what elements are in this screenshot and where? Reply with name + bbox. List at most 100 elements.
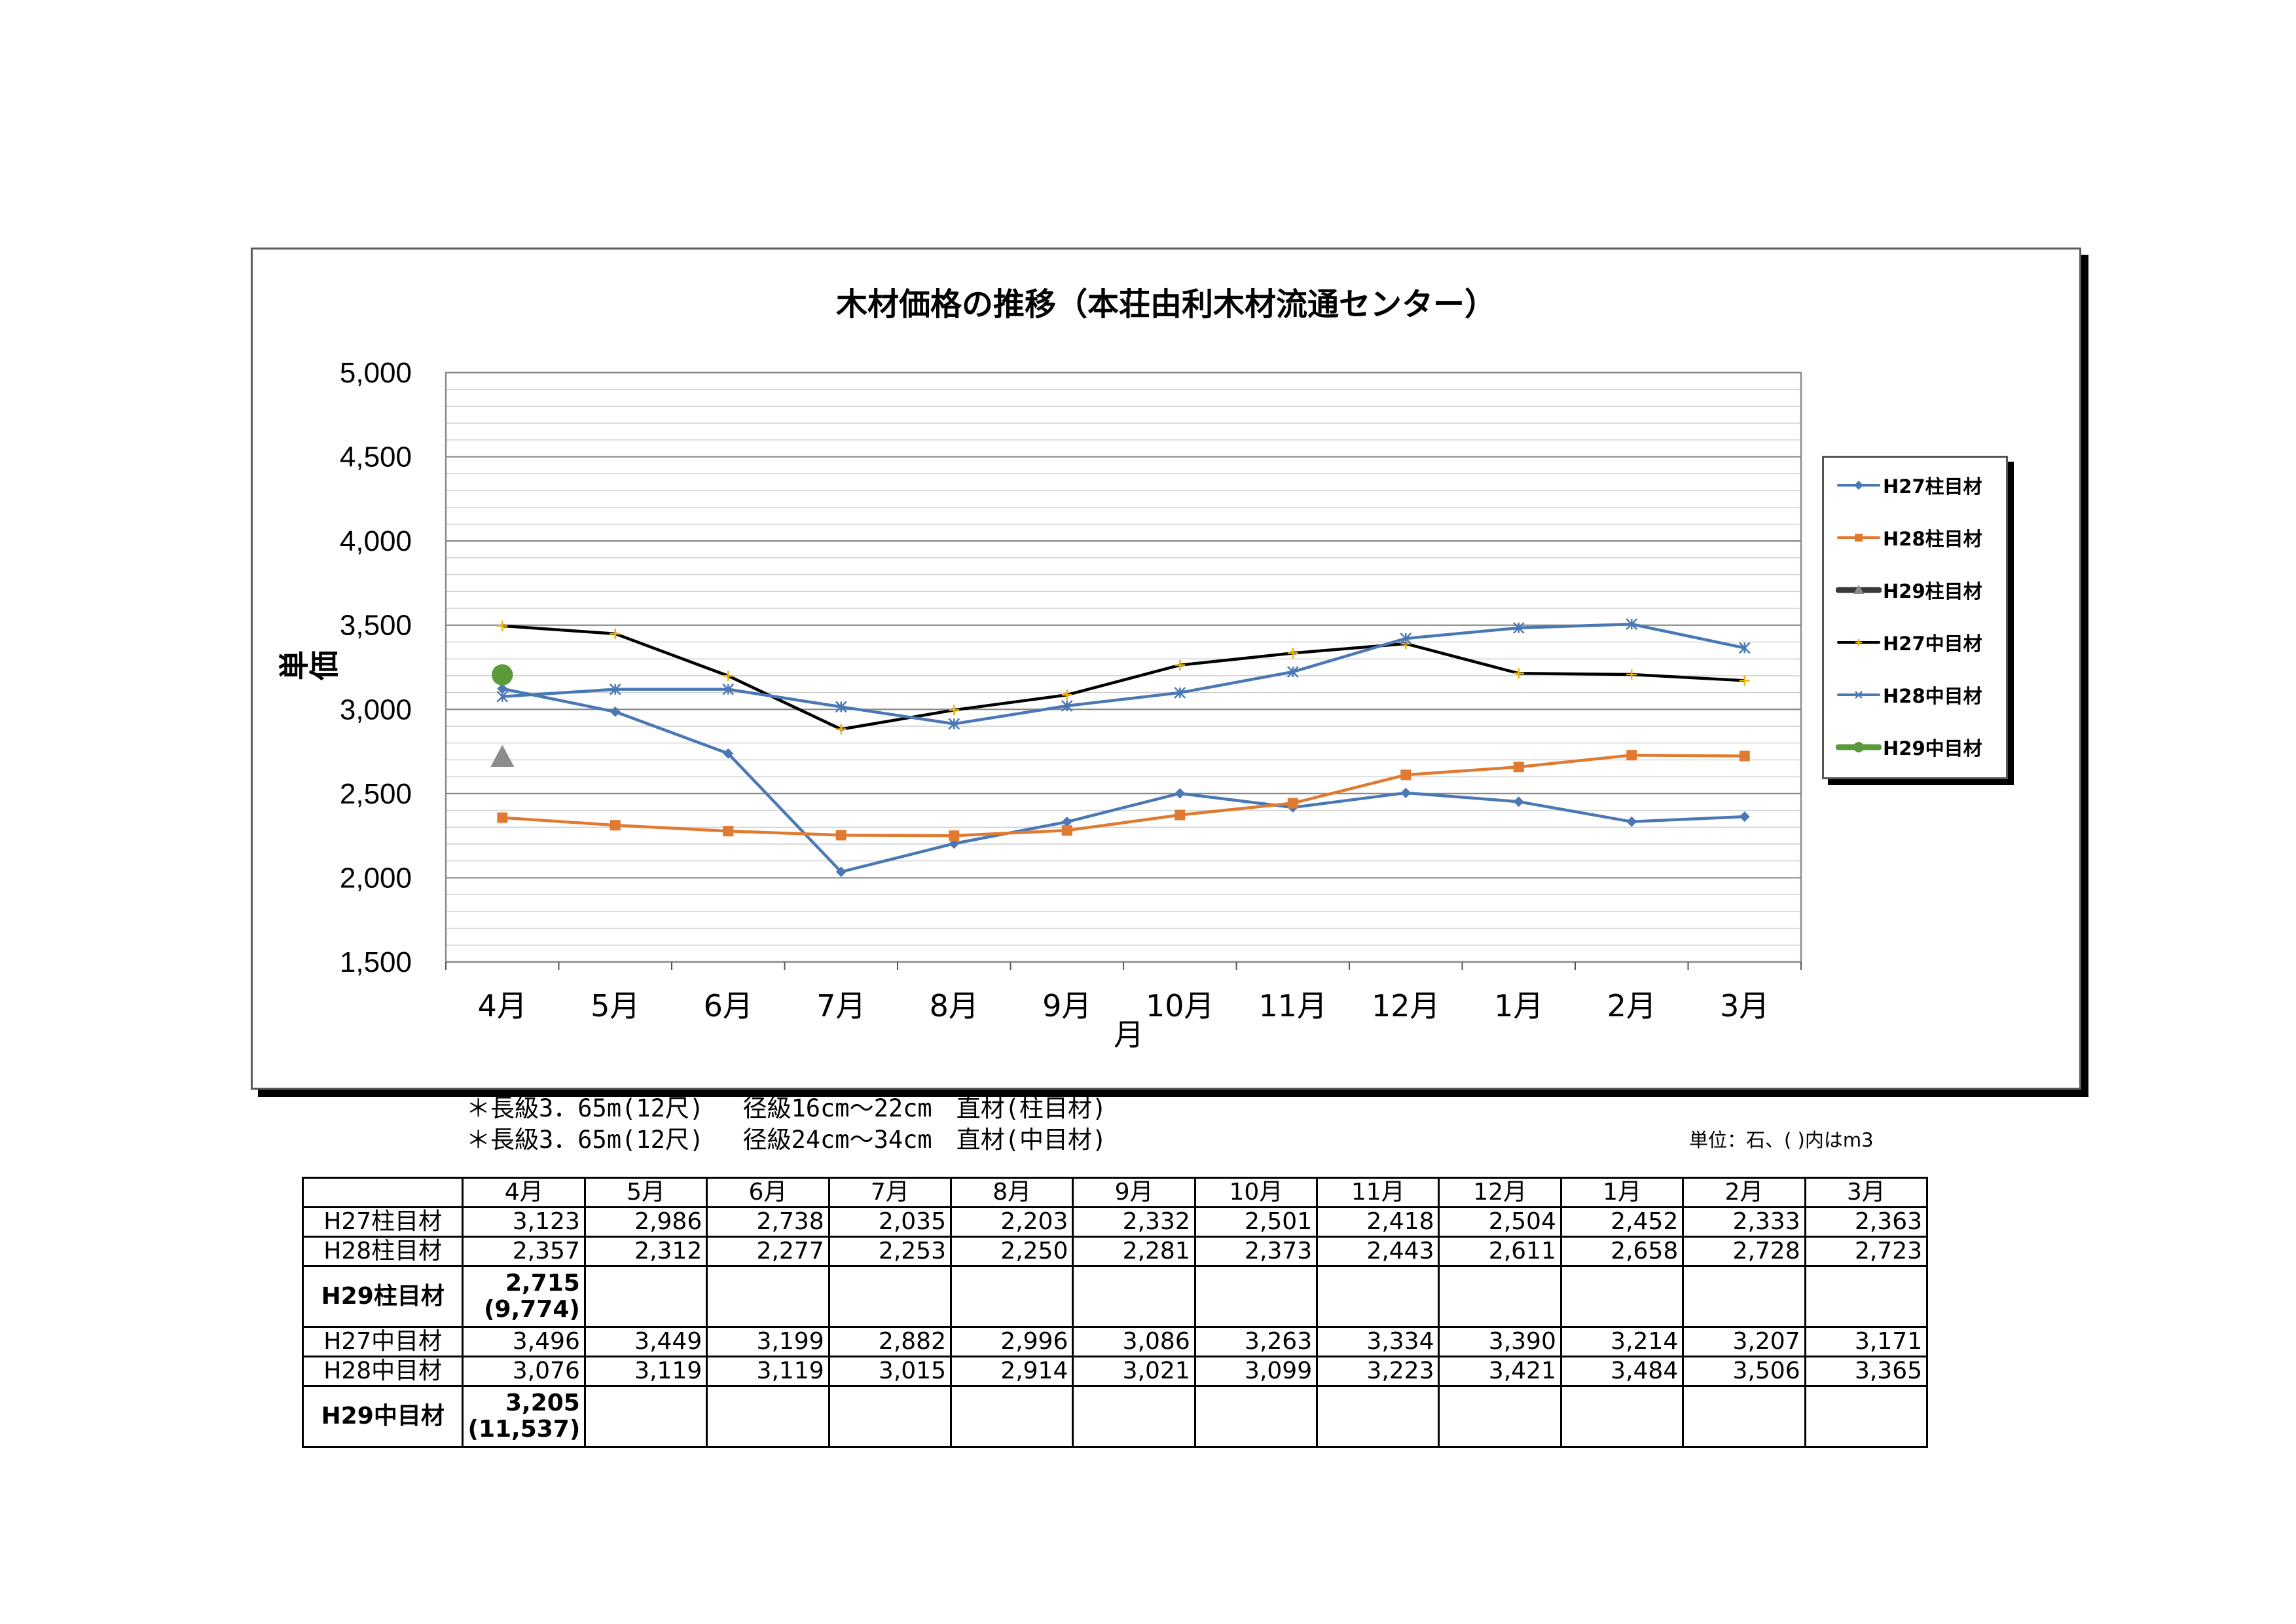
table-header-cell <box>301 1177 464 1208</box>
table-cell: 3,119 <box>583 1356 708 1387</box>
table-cell: 2,723 <box>1804 1236 1929 1267</box>
table-cell: 2,277 <box>706 1236 830 1267</box>
legend-swatch <box>1837 639 1880 646</box>
table-cell <box>706 1265 830 1328</box>
table-cell: 3,223 <box>1316 1356 1440 1387</box>
legend-item: H27中目材 <box>1836 629 1982 655</box>
data-point <box>1175 788 1186 799</box>
table-cell: 2,332 <box>1072 1206 1196 1238</box>
data-point <box>949 830 960 841</box>
table-cell: 3,506 <box>1682 1356 1806 1387</box>
table-cell-subvalue: (9,774) <box>484 1296 580 1323</box>
table-cell: 2,738 <box>706 1206 830 1238</box>
note-line-2: ＊長級3．65m(12尺) 径級24cm～34cm 直材(中目材) <box>466 1126 1107 1154</box>
data-point <box>1400 787 1412 798</box>
table-cell: 2,728 <box>1682 1236 1806 1267</box>
data-point <box>723 826 734 837</box>
x-tick-label: 4月 <box>478 988 527 1024</box>
line-chart: 1,500 2,000 2,500 3,000 3,500 4,000 4,500 5,000… <box>278 286 1802 1052</box>
note-line-1: ＊長級3．65m(12尺) 径級16cm～22cm 直材(柱目材) <box>466 1094 1107 1122</box>
table-row-label: H29中目材 <box>301 1385 464 1448</box>
table-row: H27柱目材 3,123 2,986 2,738 2,035 2,203 2,332 2,50… <box>301 1206 1929 1238</box>
table-cell <box>1072 1385 1196 1448</box>
data-point <box>610 706 621 717</box>
series-line <box>501 687 1745 874</box>
legend-swatch <box>1837 691 1880 699</box>
table-cell: 3,015 <box>828 1356 952 1387</box>
y-tick-label: 1,500 <box>340 946 412 978</box>
legend-label: H29中目材 <box>1883 737 1982 760</box>
table-cell: 3,021 <box>1072 1356 1196 1387</box>
table-cell: 2,996 <box>949 1326 1074 1357</box>
table-cell <box>1438 1265 1562 1328</box>
legend-label: H29柱目材 <box>1883 580 1982 602</box>
table-cell <box>828 1265 952 1328</box>
table-cell: 3,099 <box>1194 1356 1319 1387</box>
data-point <box>610 820 621 831</box>
table-cell <box>1194 1265 1319 1328</box>
table-cell <box>828 1385 952 1448</box>
x-tick-label: 10月 <box>1146 988 1214 1024</box>
legend-label: H28柱目材 <box>1883 528 1982 550</box>
x-tick-label: 5月 <box>591 988 640 1024</box>
table-cell: 2,253 <box>828 1236 952 1267</box>
data-point <box>1175 809 1186 821</box>
table-cell: 3,496 <box>462 1326 586 1357</box>
table-cell: 3,171 <box>1804 1326 1929 1357</box>
table-cell <box>1194 1385 1319 1448</box>
table-row: H29中目材 3,205 (11,537) <box>301 1385 1929 1448</box>
table-cell: 2,986 <box>583 1206 708 1238</box>
x-tick-label: 12月 <box>1372 988 1440 1024</box>
x-tick-label: 8月 <box>930 988 979 1024</box>
data-point <box>1061 825 1072 836</box>
table-header-cell: 7月 <box>828 1177 952 1208</box>
legend-swatch <box>1837 534 1880 542</box>
table-cell: 3,390 <box>1438 1326 1562 1357</box>
data-point <box>723 748 734 759</box>
table-cell: 2,418 <box>1316 1206 1440 1238</box>
table-cell <box>1804 1385 1929 1448</box>
table-cell: 3,119 <box>706 1356 830 1387</box>
unit-note: 単位：石、( )内はm3 <box>1689 1129 1874 1151</box>
data-point <box>1626 750 1637 761</box>
table-cell: 3,086 <box>1072 1326 1196 1357</box>
table-header-cell: 11月 <box>1316 1177 1440 1208</box>
data-point <box>490 745 515 767</box>
series-line <box>502 622 1745 726</box>
x-tick-label: 7月 <box>816 988 866 1024</box>
series-line <box>502 753 1745 838</box>
data-point <box>492 664 513 686</box>
data-point <box>835 830 847 841</box>
table-cell: 2,357 <box>462 1236 586 1267</box>
table-cell: 2,504 <box>1438 1206 1562 1238</box>
y-tick-label: 4,000 <box>340 525 412 557</box>
legend-item: H28柱目材 <box>1836 525 1982 551</box>
table-cell <box>1559 1385 1685 1448</box>
table-cell: 2,333 <box>1682 1206 1806 1238</box>
table-cell: 2,658 <box>1559 1236 1685 1267</box>
table-cell: 3,123 <box>462 1206 586 1238</box>
table-cell <box>583 1385 708 1448</box>
y-tick-label: 4,500 <box>340 441 412 473</box>
legend-item: H27柱目材 <box>1836 472 1982 498</box>
table-header-row: 4月 5月 6月 7月 8月 9月 10月 11月 12月 1月 2月 3月 <box>301 1177 1929 1208</box>
table-cell <box>1682 1265 1806 1328</box>
table-header-cell: 2月 <box>1682 1177 1806 1208</box>
y-tick-label: 3,000 <box>340 693 412 726</box>
data-point <box>835 866 847 877</box>
table-header-cell: 10月 <box>1194 1177 1319 1208</box>
table-cell: 3,421 <box>1438 1356 1562 1387</box>
legend-item: H29柱目材 <box>1836 577 1982 603</box>
legend-swatch <box>1836 585 1882 594</box>
table-cell: 2,715 (9,774) <box>462 1265 586 1328</box>
chart-frame: 1,500 2,000 2,500 3,000 3,500 4,000 4,500 5,000… <box>251 248 2081 1090</box>
data-point <box>1626 816 1637 827</box>
x-tick-label: 6月 <box>704 988 753 1024</box>
table-row: H27中目材 3,496 3,449 3,199 2,882 2,996 3,086 3,26… <box>301 1326 1929 1357</box>
table-cell: 2,312 <box>583 1236 708 1267</box>
table-cell: 2,882 <box>828 1326 952 1357</box>
table-cell: 2,452 <box>1559 1206 1685 1238</box>
table-cell <box>949 1385 1074 1448</box>
table-row: H28柱目材 2,357 2,312 2,277 2,253 2,250 2,281 2,37… <box>301 1236 1929 1267</box>
table-header-cell: 5月 <box>583 1177 708 1208</box>
